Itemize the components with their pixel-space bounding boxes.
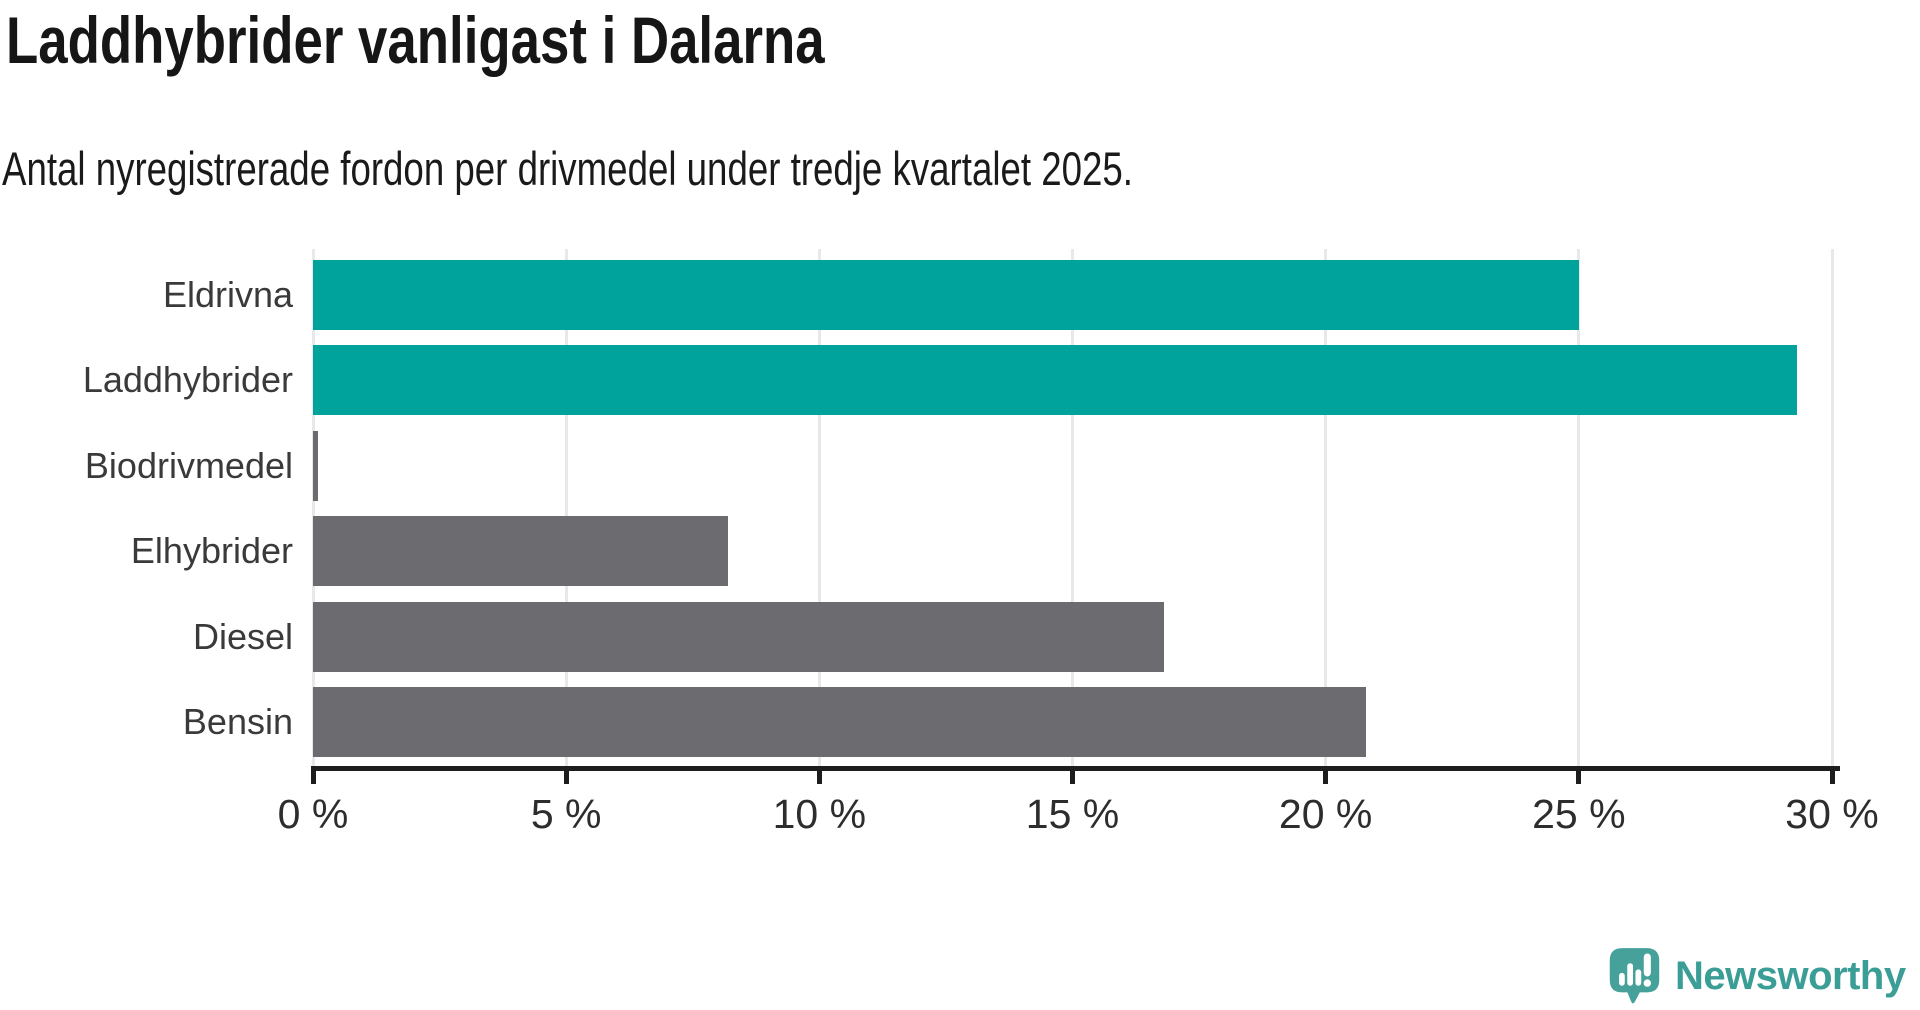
category-label: Elhybrider: [130, 530, 293, 572]
x-tick-20: [1323, 771, 1329, 784]
x-axis-line: [311, 766, 1840, 771]
category-label: Laddhybrider: [82, 359, 293, 401]
category-label: Bensin: [182, 701, 293, 742]
gridline-5: [564, 249, 568, 766]
x-tick-label: 5 %: [530, 791, 602, 837]
category-label: Biodrivmedel: [84, 444, 293, 486]
bar-bensin: [313, 687, 1367, 757]
x-tick-15: [1070, 771, 1075, 784]
gridline-0: [311, 249, 315, 766]
bar-elhybrider: [313, 516, 729, 587]
brand-name: Newsworthy: [1675, 953, 1906, 998]
x-tick-25: [1576, 771, 1582, 784]
x-tick-label: 0 %: [277, 791, 349, 837]
x-tick-30: [1829, 771, 1835, 784]
gridline-10: [817, 249, 821, 766]
newsworthy-logo-icon: [1609, 948, 1660, 1004]
x-tick-label: 10 %: [772, 791, 867, 837]
gridline-25: [1577, 249, 1581, 766]
gridline-30: [1830, 249, 1834, 766]
x-tick-10: [816, 771, 822, 784]
gridline-15: [1071, 249, 1074, 766]
bar-diesel: [313, 601, 1164, 672]
x-tick-label: 15 %: [1025, 791, 1120, 837]
chart-title: Laddhybrider vanligast i Dalarna: [6, 3, 825, 77]
category-label: Diesel: [192, 615, 293, 657]
chart-subtitle: Antal nyregistrerade fordon per drivmede…: [2, 142, 1133, 195]
x-tick-label: 20 %: [1278, 791, 1373, 837]
brand-logo: Newsworthy: [1608, 946, 1906, 1006]
x-tick-5: [563, 771, 569, 784]
bar-biodrivmedel: [313, 430, 319, 501]
x-tick-0: [310, 771, 316, 784]
x-tick-label: 30 %: [1785, 791, 1879, 837]
gridline-20: [1324, 249, 1328, 766]
bar-eldrivna: [313, 260, 1579, 330]
bar-laddhybrider: [313, 345, 1797, 416]
x-tick-label: 25 %: [1532, 791, 1626, 837]
category-label: Eldrivna: [162, 274, 293, 315]
